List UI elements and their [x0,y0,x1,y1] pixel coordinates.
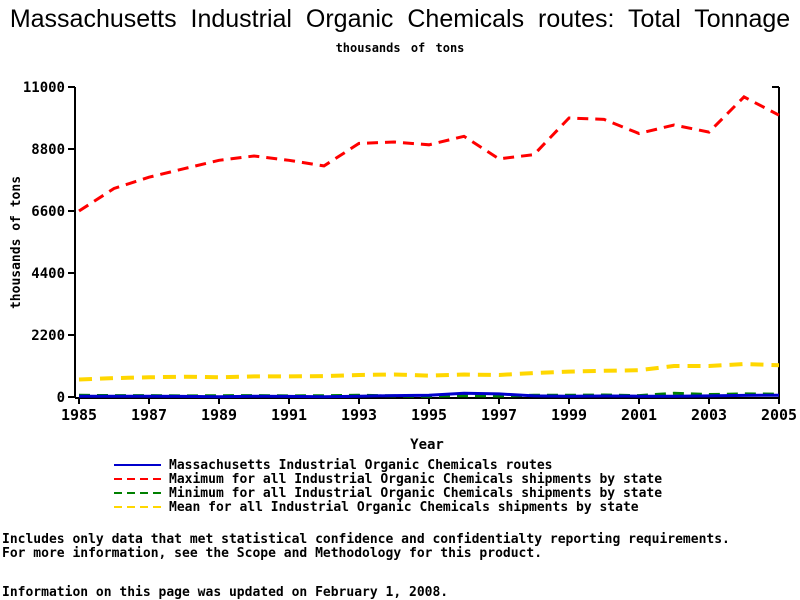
footer-note-line1: Includes only data that met statistical … [2,532,730,547]
legend-item: Massachusetts Industrial Organic Chemica… [113,457,662,473]
x-tick-label: 1995 [411,406,447,424]
updated-note: Information on this page was updated on … [2,585,449,600]
x-tick-label: 1993 [341,406,377,424]
x-axis-label: Year [410,437,444,453]
x-tick-label: 1985 [61,406,97,424]
legend-item: Minimum for all Industrial Organic Chemi… [113,485,663,501]
y-tick-label: 2200 [31,328,65,344]
legend-line-swatch [114,464,161,466]
x-tick-label: 1987 [131,406,167,424]
legend-label: Minimum for all Industrial Organic Chemi… [169,485,663,501]
y-tick-label: 0 [57,390,65,406]
footer-note: Includes only data that met statistical … [2,533,730,561]
legend-line-swatch [114,492,161,494]
y-axis-label: thousands of tons [9,176,24,309]
legend-line-swatch [114,478,161,480]
x-tick-label: 2001 [621,406,657,424]
x-tick-label: 1997 [481,406,517,424]
legend-label: Maximum for all Industrial Organic Chemi… [169,471,663,487]
series-line-0 [78,391,780,399]
legend-label: Mean for all Industrial Organic Chemical… [169,499,639,515]
footer-note-line2: For more information, see the Scope and … [2,546,543,561]
series-line-1 [78,95,780,213]
series-line-3 [78,361,780,382]
y-tick-label: 4400 [31,266,65,282]
legend-line-swatch [114,506,161,508]
x-tick-label: 1989 [201,406,237,424]
x-tick-label: 1999 [551,406,587,424]
y-tick-label: 6600 [31,204,65,220]
legend-label: Massachusetts Industrial Organic Chemica… [169,457,553,473]
chart-title: Massachusetts Industrial Organic Chemica… [9,5,791,33]
legend-item: Mean for all Industrial Organic Chemical… [113,499,662,515]
legend-item: Maximum for all Industrial Organic Chemi… [113,471,663,487]
y-tick-label: 11000 [23,80,65,96]
plot-area: 0 2200 4400 6600 8800 11000 1985 1987 1989 1991 19… [9,80,797,453]
x-tick-label: 2005 [761,406,797,424]
x-tick-label: 1991 [271,406,307,424]
y-tick-label: 8800 [31,142,65,158]
chart-legend: Massachusetts Industrial Organic Chemica… [113,457,663,515]
chart-subtitle: thousands of tons [335,41,465,55]
x-tick-label: 2003 [691,406,727,424]
